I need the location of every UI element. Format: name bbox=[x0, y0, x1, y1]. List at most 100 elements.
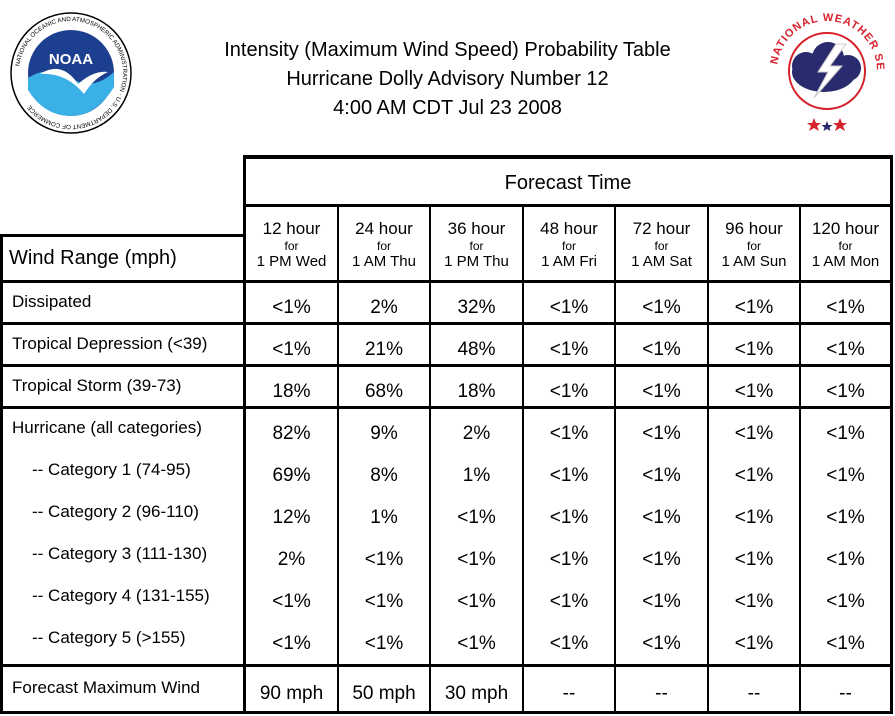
column-header-hour: 48 hour bbox=[540, 219, 598, 238]
forecast-max-wind-cell: -- bbox=[562, 683, 576, 704]
column-header-hour: 120 hour bbox=[811, 219, 880, 238]
column-header: 72 hour for 1 AM Sat bbox=[616, 219, 707, 271]
border-top-label bbox=[0, 234, 246, 237]
border-left-header bbox=[243, 155, 246, 282]
border-top-header bbox=[243, 155, 893, 159]
row-label: -- Category 2 (96-110) bbox=[32, 502, 199, 521]
probability-cell: <1% bbox=[734, 465, 774, 486]
probability-cell: <1% bbox=[826, 549, 865, 570]
probability-cell: <1% bbox=[734, 507, 774, 528]
probability-cell: <1% bbox=[457, 507, 496, 528]
probability-cell: <1% bbox=[272, 339, 311, 360]
probability-cell: <1% bbox=[642, 297, 681, 318]
column-header-time: 1 AM Fri bbox=[541, 253, 597, 270]
border-row-dissipated bbox=[0, 322, 893, 325]
column-header-for: for bbox=[746, 239, 761, 253]
column-header: 120 hour for 1 AM Mon bbox=[801, 219, 890, 271]
probability-cell: <1% bbox=[734, 381, 774, 402]
probability-cell: <1% bbox=[549, 297, 589, 318]
column-header: 36 hour for 1 PM Thu bbox=[431, 219, 522, 271]
border-left bbox=[0, 234, 3, 714]
table-title: Intensity (Maximum Wind Speed) Probabili… bbox=[160, 36, 735, 123]
probability-cell: <1% bbox=[826, 423, 865, 444]
border-row-hurricane bbox=[0, 664, 893, 667]
border-header-bottom bbox=[0, 280, 893, 283]
probability-cell: <1% bbox=[549, 465, 589, 486]
probability-cell: 18% bbox=[272, 381, 311, 402]
border-forecast-time-bottom bbox=[243, 204, 893, 207]
noaa-logo: NATIONAL OCEANIC AND ATMOSPHERIC ADMINIS… bbox=[10, 12, 132, 134]
probability-cell: 69% bbox=[272, 465, 311, 486]
forecast-max-wind-label: Forecast Maximum Wind bbox=[12, 678, 200, 697]
column-header: 48 hour for 1 AM Fri bbox=[524, 219, 614, 271]
column-header: 12 hour for 1 PM Wed bbox=[246, 219, 337, 271]
row-label: -- Category 3 (111-130) bbox=[32, 544, 208, 563]
forecast-max-wind-cell: 90 mph bbox=[259, 683, 324, 704]
probability-cell: <1% bbox=[734, 297, 774, 318]
probability-cell: <1% bbox=[549, 381, 589, 402]
column-header: 24 hour for 1 AM Thu bbox=[339, 219, 429, 271]
probability-cell: <1% bbox=[549, 339, 589, 360]
probability-cell: <1% bbox=[642, 339, 681, 360]
column-header-for: for bbox=[654, 239, 669, 253]
probability-cell: <1% bbox=[642, 465, 681, 486]
column-header-hour: 12 hour bbox=[262, 219, 321, 238]
column-header-time: 1 AM Sun bbox=[721, 253, 787, 270]
col-sep bbox=[614, 207, 616, 713]
row-label: Tropical Depression (<39) bbox=[12, 334, 208, 353]
row-label: -- Category 5 (>155) bbox=[32, 628, 186, 647]
column-header-for: for bbox=[284, 239, 299, 253]
col-sep bbox=[522, 207, 524, 713]
probability-cell: 21% bbox=[364, 339, 404, 360]
probability-cell: 68% bbox=[364, 381, 404, 402]
column-header-hour: 24 hour bbox=[355, 219, 413, 238]
forecast-max-wind-cell: -- bbox=[655, 683, 668, 704]
probability-cell: <1% bbox=[457, 591, 496, 612]
forecast-time-header: Forecast Time bbox=[504, 172, 632, 194]
column-header-for: for bbox=[838, 239, 853, 253]
probability-cell: 8% bbox=[370, 465, 398, 486]
probability-cell: <1% bbox=[826, 297, 865, 318]
probability-cell: <1% bbox=[549, 423, 589, 444]
forecast-max-wind-cell: -- bbox=[747, 683, 761, 704]
border-label-column bbox=[243, 234, 246, 714]
column-header-time: 1 AM Mon bbox=[811, 253, 880, 270]
column-header-time: 1 AM Sat bbox=[631, 253, 692, 270]
column-header-for: for bbox=[561, 239, 576, 253]
title-line-3: 4:00 AM CDT Jul 23 2008 bbox=[333, 97, 562, 119]
probability-cell: <1% bbox=[826, 339, 865, 360]
probability-cell: 48% bbox=[457, 339, 496, 360]
probability-cell: <1% bbox=[734, 339, 774, 360]
probability-cell: <1% bbox=[734, 633, 774, 654]
probability-cell: <1% bbox=[642, 549, 681, 570]
probability-cell: <1% bbox=[272, 591, 311, 612]
row-label: Tropical Storm (39-73) bbox=[12, 376, 182, 395]
probability-cell: <1% bbox=[734, 423, 774, 444]
probability-cell: <1% bbox=[734, 549, 774, 570]
col-sep bbox=[707, 207, 709, 713]
probability-cell: <1% bbox=[549, 633, 589, 654]
probability-cell: 9% bbox=[370, 423, 398, 444]
wind-range-header: Wind Range (mph) bbox=[9, 247, 177, 269]
border-bottom bbox=[0, 711, 893, 714]
probability-cell: <1% bbox=[272, 633, 311, 654]
probability-cell: <1% bbox=[272, 297, 311, 318]
title-line-2: Hurricane Dolly Advisory Number 12 bbox=[286, 68, 609, 90]
probability-cell: <1% bbox=[457, 549, 496, 570]
row-label: -- Category 1 (74-95) bbox=[32, 460, 191, 479]
border-right bbox=[890, 155, 893, 714]
probability-cell: 2% bbox=[462, 423, 491, 444]
probability-cell: <1% bbox=[642, 591, 681, 612]
probability-cell: <1% bbox=[826, 633, 865, 654]
probability-cell: <1% bbox=[826, 465, 865, 486]
column-header-time: 1 PM Wed bbox=[256, 253, 327, 270]
probability-cell: <1% bbox=[642, 381, 681, 402]
probability-cell: <1% bbox=[364, 591, 404, 612]
column-header-hour: 36 hour bbox=[447, 219, 506, 238]
forecast-max-wind-cell: 50 mph bbox=[352, 683, 416, 704]
probability-cell: <1% bbox=[364, 549, 404, 570]
forecast-max-wind-cell: -- bbox=[839, 683, 852, 704]
col-sep bbox=[799, 207, 801, 713]
probability-cell: <1% bbox=[826, 507, 865, 528]
probability-cell: 1% bbox=[370, 507, 398, 528]
